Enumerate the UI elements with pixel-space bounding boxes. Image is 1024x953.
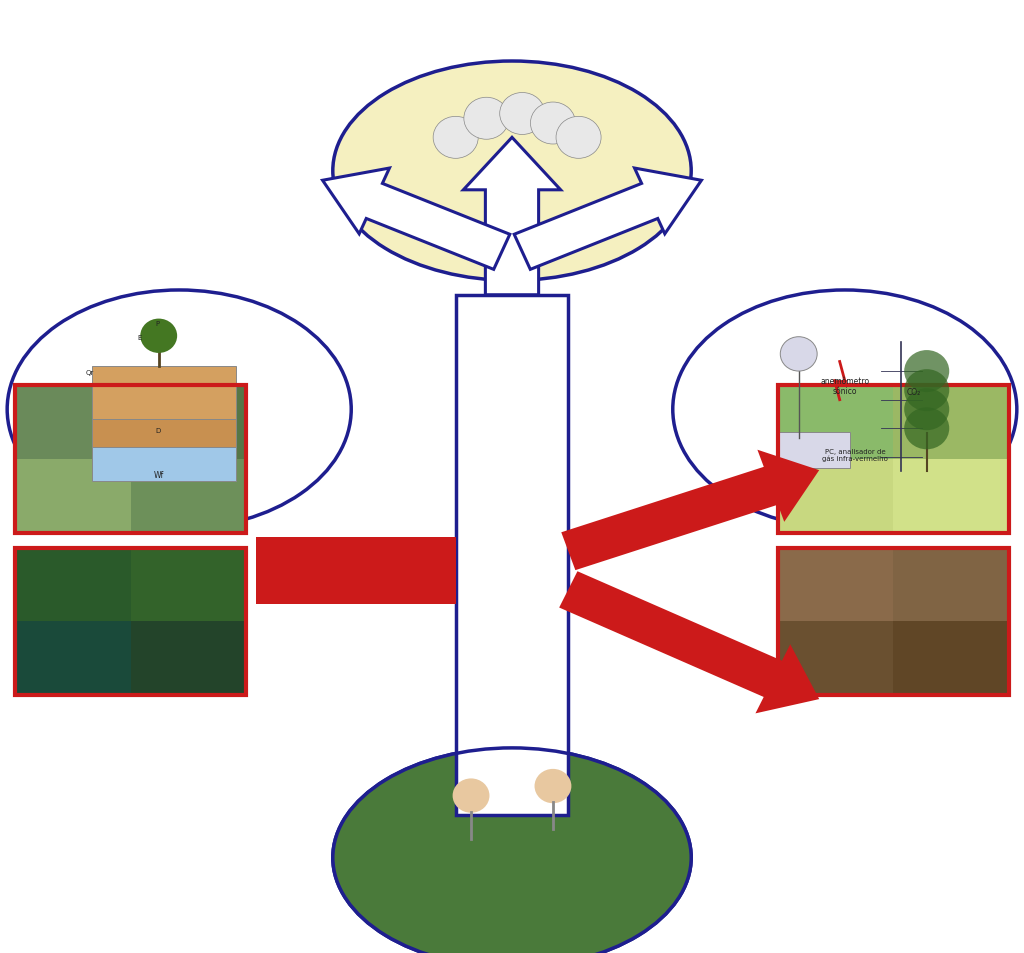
Circle shape [535,769,571,803]
FancyArrow shape [463,138,561,295]
Circle shape [140,319,177,354]
Bar [778,386,1009,460]
Bar [92,367,236,419]
Bar [778,386,1009,534]
Bar [15,386,246,534]
Circle shape [530,103,575,145]
FancyArrow shape [514,169,701,270]
Circle shape [500,93,545,135]
Ellipse shape [673,291,1017,529]
Bar [15,386,246,460]
Text: CO₂: CO₂ [906,388,921,396]
Bar [15,460,246,534]
Bar [778,548,1009,696]
Bar [131,386,246,460]
Circle shape [904,408,949,450]
Ellipse shape [333,62,691,281]
Bar [131,621,246,696]
Bar [131,460,246,534]
FancyArrow shape [559,572,819,714]
Text: P: P [156,321,160,327]
Circle shape [556,117,601,159]
Text: Qr: Qr [86,370,94,375]
Text: Wf: Wf [154,471,164,479]
Bar [893,548,1009,621]
Bar [893,460,1009,534]
Text: anemômetro
sônico: anemômetro sônico [820,376,869,395]
Bar [778,433,850,469]
Circle shape [453,779,489,813]
Circle shape [904,351,949,393]
Circle shape [464,98,509,140]
Bar [893,621,1009,696]
Bar [15,548,246,621]
Bar [15,621,246,696]
Circle shape [904,370,949,412]
Bar [15,548,246,696]
Text: E: E [137,335,141,340]
Circle shape [780,337,817,372]
Bar [92,448,236,481]
Bar [778,621,1009,696]
Text: PC, analisador de
gás infra-vermelho: PC, analisador de gás infra-vermelho [822,448,888,462]
Bar [778,460,1009,534]
Bar [92,419,236,448]
Ellipse shape [333,748,691,953]
Ellipse shape [7,291,351,529]
Bar [256,537,456,604]
FancyArrow shape [561,450,819,571]
FancyArrow shape [323,169,510,270]
Bar [456,295,568,815]
Bar [131,548,246,621]
Circle shape [433,117,478,159]
Bar [778,548,1009,621]
Text: D: D [155,428,161,434]
Bar [893,386,1009,460]
Ellipse shape [333,748,691,953]
Circle shape [904,389,949,431]
